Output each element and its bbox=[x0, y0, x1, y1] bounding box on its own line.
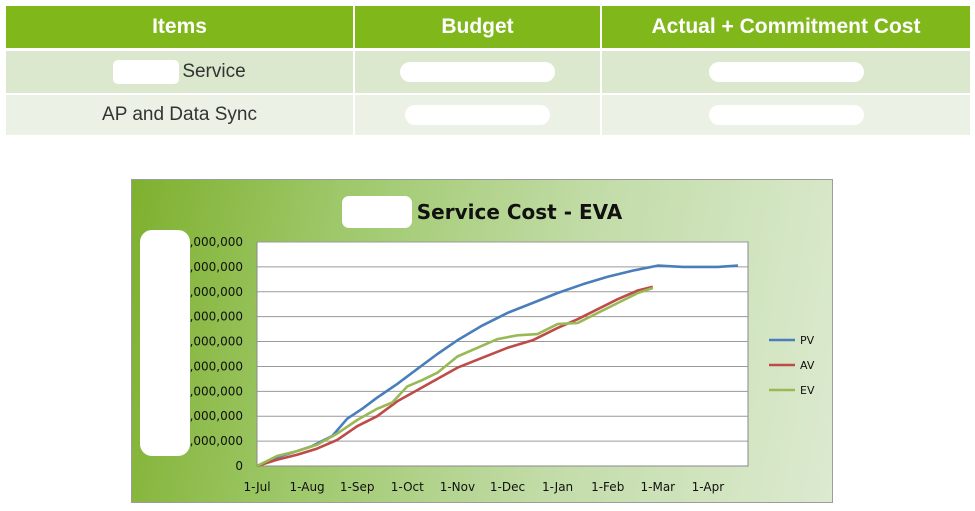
x-tick-label: 1-Feb bbox=[591, 480, 624, 494]
x-tick-label: 1-Nov bbox=[440, 480, 475, 494]
y-tick-label: ,000,000 bbox=[190, 434, 243, 448]
redacted-value bbox=[708, 61, 864, 82]
y-tick-label: ,000,000 bbox=[190, 235, 243, 249]
redacted-axis-label bbox=[140, 230, 190, 456]
y-tick-label: ,000,000 bbox=[190, 335, 243, 349]
series-line-av bbox=[256, 285, 654, 468]
series-line-ev bbox=[256, 286, 654, 468]
plot-area bbox=[256, 241, 749, 467]
chart-title-text: Service Cost - EVA bbox=[416, 200, 623, 224]
header-budget: Budget bbox=[354, 6, 602, 51]
header-items: Items bbox=[6, 6, 355, 51]
actual-cost-cell bbox=[601, 94, 970, 137]
x-tick-label: 1-Jul bbox=[243, 480, 270, 494]
chart-plot: 0 ,000,000 ,000,000 ,000,000 ,000,000 ,000,00… bbox=[190, 235, 815, 494]
table-row: AP and Data Sync bbox=[6, 94, 970, 137]
y-tick-label: ,000,000 bbox=[190, 260, 243, 274]
actual-cost-cell bbox=[601, 49, 970, 95]
redacted-value bbox=[708, 104, 864, 125]
y-tick-label: 0 bbox=[235, 459, 243, 473]
y-tick-label: ,000,000 bbox=[190, 310, 243, 324]
y-tick-label: ,000,000 bbox=[190, 285, 243, 299]
chart-title: Service Cost - EVA bbox=[132, 196, 832, 228]
y-tick-label: ,000,000 bbox=[190, 359, 243, 373]
legend-label: PV bbox=[800, 334, 815, 347]
redacted-title-prefix bbox=[341, 196, 412, 228]
row-item-label: Service bbox=[182, 61, 246, 83]
y-tick-label: ,000,000 bbox=[190, 384, 243, 398]
x-tick-label: 1-Sep bbox=[340, 480, 375, 494]
redacted-value bbox=[405, 104, 550, 125]
budget-cell bbox=[354, 94, 602, 137]
row-item-cell: Service bbox=[6, 49, 355, 95]
row-item-cell: AP and Data Sync bbox=[6, 94, 355, 137]
y-tick-label: ,000,000 bbox=[190, 409, 243, 423]
x-tick-label: 1-Mar bbox=[641, 480, 676, 494]
x-tick-label: 1-Jan bbox=[542, 480, 573, 494]
table-row: Service bbox=[6, 49, 970, 95]
x-tick-label: 1-Apr bbox=[692, 480, 725, 494]
budget-cell bbox=[354, 49, 602, 95]
eva-chart: Service Cost - EVA 0 ,000,000 ,000,000 ,000… bbox=[131, 179, 833, 503]
row-item-label: AP and Data Sync bbox=[102, 104, 257, 125]
cost-table: Items Budget Actual + Commitment Cost Se… bbox=[6, 6, 970, 137]
x-tick-label: 1-Oct bbox=[391, 480, 424, 494]
legend-label: EV bbox=[800, 384, 815, 397]
x-tick-label: 1-Aug bbox=[290, 480, 325, 494]
legend-label: AV bbox=[800, 359, 815, 372]
table-header-row: Items Budget Actual + Commitment Cost bbox=[6, 6, 970, 51]
redacted-value bbox=[400, 61, 555, 82]
header-actual-commitment: Actual + Commitment Cost bbox=[601, 6, 970, 51]
x-tick-label: 1-Dec bbox=[490, 480, 525, 494]
redacted-block bbox=[113, 60, 180, 84]
